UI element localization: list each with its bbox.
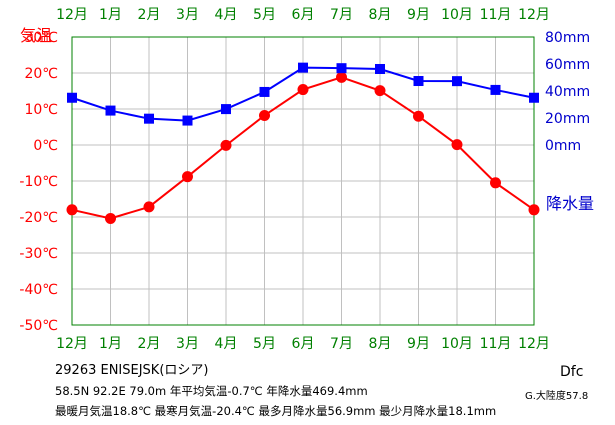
month-label-top: 1月 bbox=[99, 7, 122, 23]
month-label-bottom: 2月 bbox=[138, 336, 161, 352]
plot-frame bbox=[71, 36, 535, 326]
precipitation-tick-label: 60mm bbox=[545, 57, 590, 73]
month-label-top: 7月 bbox=[330, 7, 353, 23]
month-label-bottom: 1月 bbox=[99, 336, 122, 352]
precipitation-point bbox=[259, 86, 270, 97]
precipitation-point bbox=[529, 92, 539, 103]
month-label-bottom: 5月 bbox=[253, 336, 276, 352]
temperature-point bbox=[220, 139, 232, 151]
precipitation-point bbox=[105, 105, 116, 116]
month-label-top: 9月 bbox=[407, 7, 430, 23]
temperature-point bbox=[182, 171, 193, 183]
precipitation-point bbox=[182, 115, 193, 126]
precipitation-point bbox=[144, 113, 154, 124]
chart-series bbox=[66, 62, 540, 224]
chart-grid bbox=[72, 37, 534, 325]
temperature-axis: 30℃ 20℃ 10℃ 0℃ -10℃ -20℃ -30℃ -40℃ -50℃ bbox=[19, 30, 58, 334]
month-labels-bottom: 12月 1月 2月 3月 4月 5月 6月 7月 8月 9月 10月 11月 12月 bbox=[56, 336, 550, 352]
month-label-top: 8月 bbox=[369, 7, 392, 23]
precipitation-tick-label: 80mm bbox=[545, 30, 590, 46]
precipitation-point bbox=[375, 63, 385, 74]
month-label-bottom: 10月 bbox=[441, 336, 473, 352]
temperature-point bbox=[413, 110, 424, 122]
temperature-point bbox=[143, 201, 155, 213]
temperature-tick-label: -20℃ bbox=[19, 210, 58, 226]
temperature-point bbox=[105, 212, 116, 224]
station-info-line-2: 最暖月気温18.8℃ 最寒月気温-20.4℃ 最多月降水量56.9mm 最少月降… bbox=[55, 404, 497, 418]
month-label-top: 12月 bbox=[56, 7, 88, 23]
precipitation-tick-label: 0mm bbox=[545, 138, 581, 154]
precipitation-point bbox=[221, 104, 231, 115]
month-label-top: 3月 bbox=[176, 7, 199, 23]
precipitation-point bbox=[413, 76, 424, 87]
month-label-bottom: 12月 bbox=[56, 336, 88, 352]
temperature-tick-label: -10℃ bbox=[19, 174, 58, 190]
temperature-point bbox=[374, 85, 386, 97]
temperature-axis-label: 気温 bbox=[20, 26, 52, 45]
temperature-tick-label: -30℃ bbox=[19, 246, 58, 262]
continentality-index: G.大陸度57.8 bbox=[525, 391, 589, 402]
month-label-bottom: 3月 bbox=[176, 336, 199, 352]
month-label-top: 2月 bbox=[138, 7, 161, 23]
precipitation-axis: 80mm 60mm 40mm 20mm 0mm bbox=[545, 30, 590, 154]
temperature-point bbox=[336, 71, 347, 83]
month-label-top: 11月 bbox=[480, 7, 512, 23]
precipitation-tick-label: 20mm bbox=[545, 111, 590, 127]
month-label-bottom: 11月 bbox=[480, 336, 512, 352]
temperature-point bbox=[451, 139, 463, 151]
precipitation-point bbox=[336, 63, 347, 74]
precipitation-point bbox=[298, 62, 308, 73]
temperature-point bbox=[66, 204, 78, 216]
month-labels-top: 12月 1月 2月 3月 4月 5月 6月 7月 8月 9月 10月 11月 12月 bbox=[56, 7, 550, 23]
month-label-top: 5月 bbox=[253, 7, 276, 23]
temperature-tick-label: 30℃ bbox=[24, 30, 58, 46]
month-label-bottom: 8月 bbox=[369, 336, 392, 352]
temperature-tick-label: 20℃ bbox=[24, 66, 58, 82]
temperature-point bbox=[490, 177, 501, 189]
temperature-tick-label: -40℃ bbox=[19, 282, 58, 298]
climate-classification: Dfc bbox=[560, 364, 584, 380]
temperature-tick-label: 10℃ bbox=[24, 102, 58, 118]
precipitation-point bbox=[490, 84, 501, 95]
station-info-line-1: 58.5N 92.2E 79.0m 年平均気温-0.7℃ 年降水量469.4mm bbox=[55, 384, 368, 398]
month-label-bottom: 12月 bbox=[518, 336, 550, 352]
month-label-bottom: 4月 bbox=[215, 336, 238, 352]
temperature-point bbox=[297, 84, 309, 96]
month-label-bottom: 7月 bbox=[330, 336, 353, 352]
temperature-tick-label: -50℃ bbox=[19, 318, 58, 334]
precipitation-axis-label: 降水量 bbox=[546, 194, 594, 213]
precipitation-tick-label: 40mm bbox=[545, 84, 590, 100]
precipitation-point bbox=[67, 92, 77, 103]
precipitation-point bbox=[452, 76, 462, 87]
month-label-top: 4月 bbox=[215, 7, 238, 23]
month-label-bottom: 6月 bbox=[292, 336, 315, 352]
temperature-point bbox=[259, 109, 270, 121]
month-label-bottom: 9月 bbox=[407, 336, 430, 352]
month-label-top: 6月 bbox=[292, 7, 315, 23]
month-label-top: 12月 bbox=[518, 7, 550, 23]
month-label-top: 10月 bbox=[441, 7, 473, 23]
station-name: 29263 ENISEJSK(ロシア) bbox=[55, 363, 209, 378]
temperature-point bbox=[528, 204, 540, 216]
temperature-tick-label: 0℃ bbox=[33, 138, 58, 154]
